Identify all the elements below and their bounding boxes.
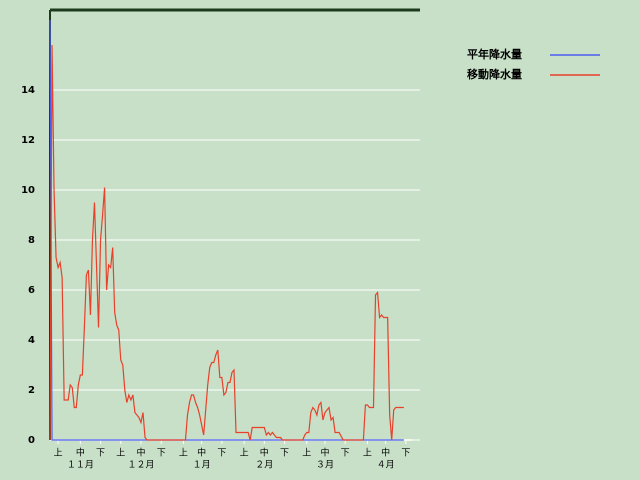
y-tick-label: 14 <box>21 85 35 96</box>
x-tick-label: 下 <box>401 449 410 459</box>
x-tick-label: 上 <box>302 448 311 459</box>
x-month-label: １月 <box>193 460 211 471</box>
x-tick-label: 上 <box>179 448 188 459</box>
line-series <box>49 44 404 441</box>
y-tick-label: 12 <box>21 135 35 146</box>
y-tick-label: 6 <box>28 285 35 296</box>
legend-label: 移動降水量 <box>467 67 522 81</box>
x-tick-label: 下 <box>341 449 350 459</box>
x-tick-label: 上 <box>116 448 125 459</box>
y-tick-label: 2 <box>28 385 35 396</box>
x-tick-label: 中 <box>136 447 145 459</box>
x-tick-label: 上 <box>240 448 249 459</box>
y-tick-label: 0 <box>28 435 35 446</box>
y-tick-label: 10 <box>21 185 35 196</box>
y-tick-label: 8 <box>28 235 35 246</box>
x-tick-label: 上 <box>54 448 63 459</box>
line-series <box>49 19 404 441</box>
x-month-label: １１月 <box>67 460 94 471</box>
x-tick-label: 下 <box>157 449 166 459</box>
x-tick-label: 中 <box>320 447 329 459</box>
x-month-label: ４月 <box>377 460 395 471</box>
y-tick-label: 4 <box>28 335 35 346</box>
legend-label: 平年降水量 <box>467 47 522 61</box>
x-tick-label: 中 <box>381 447 390 459</box>
x-tick-label: 下 <box>280 449 289 459</box>
x-tick-label: 中 <box>260 447 269 459</box>
x-month-label: ３月 <box>316 460 334 471</box>
x-month-label: ２月 <box>255 460 273 471</box>
x-tick-label: 中 <box>197 447 206 459</box>
x-tick-label: 下 <box>217 449 226 459</box>
x-month-label: １２月 <box>127 460 154 471</box>
x-tick-label: 中 <box>76 447 85 459</box>
x-tick-label: 下 <box>96 449 105 459</box>
x-tick-label: 上 <box>363 448 372 459</box>
